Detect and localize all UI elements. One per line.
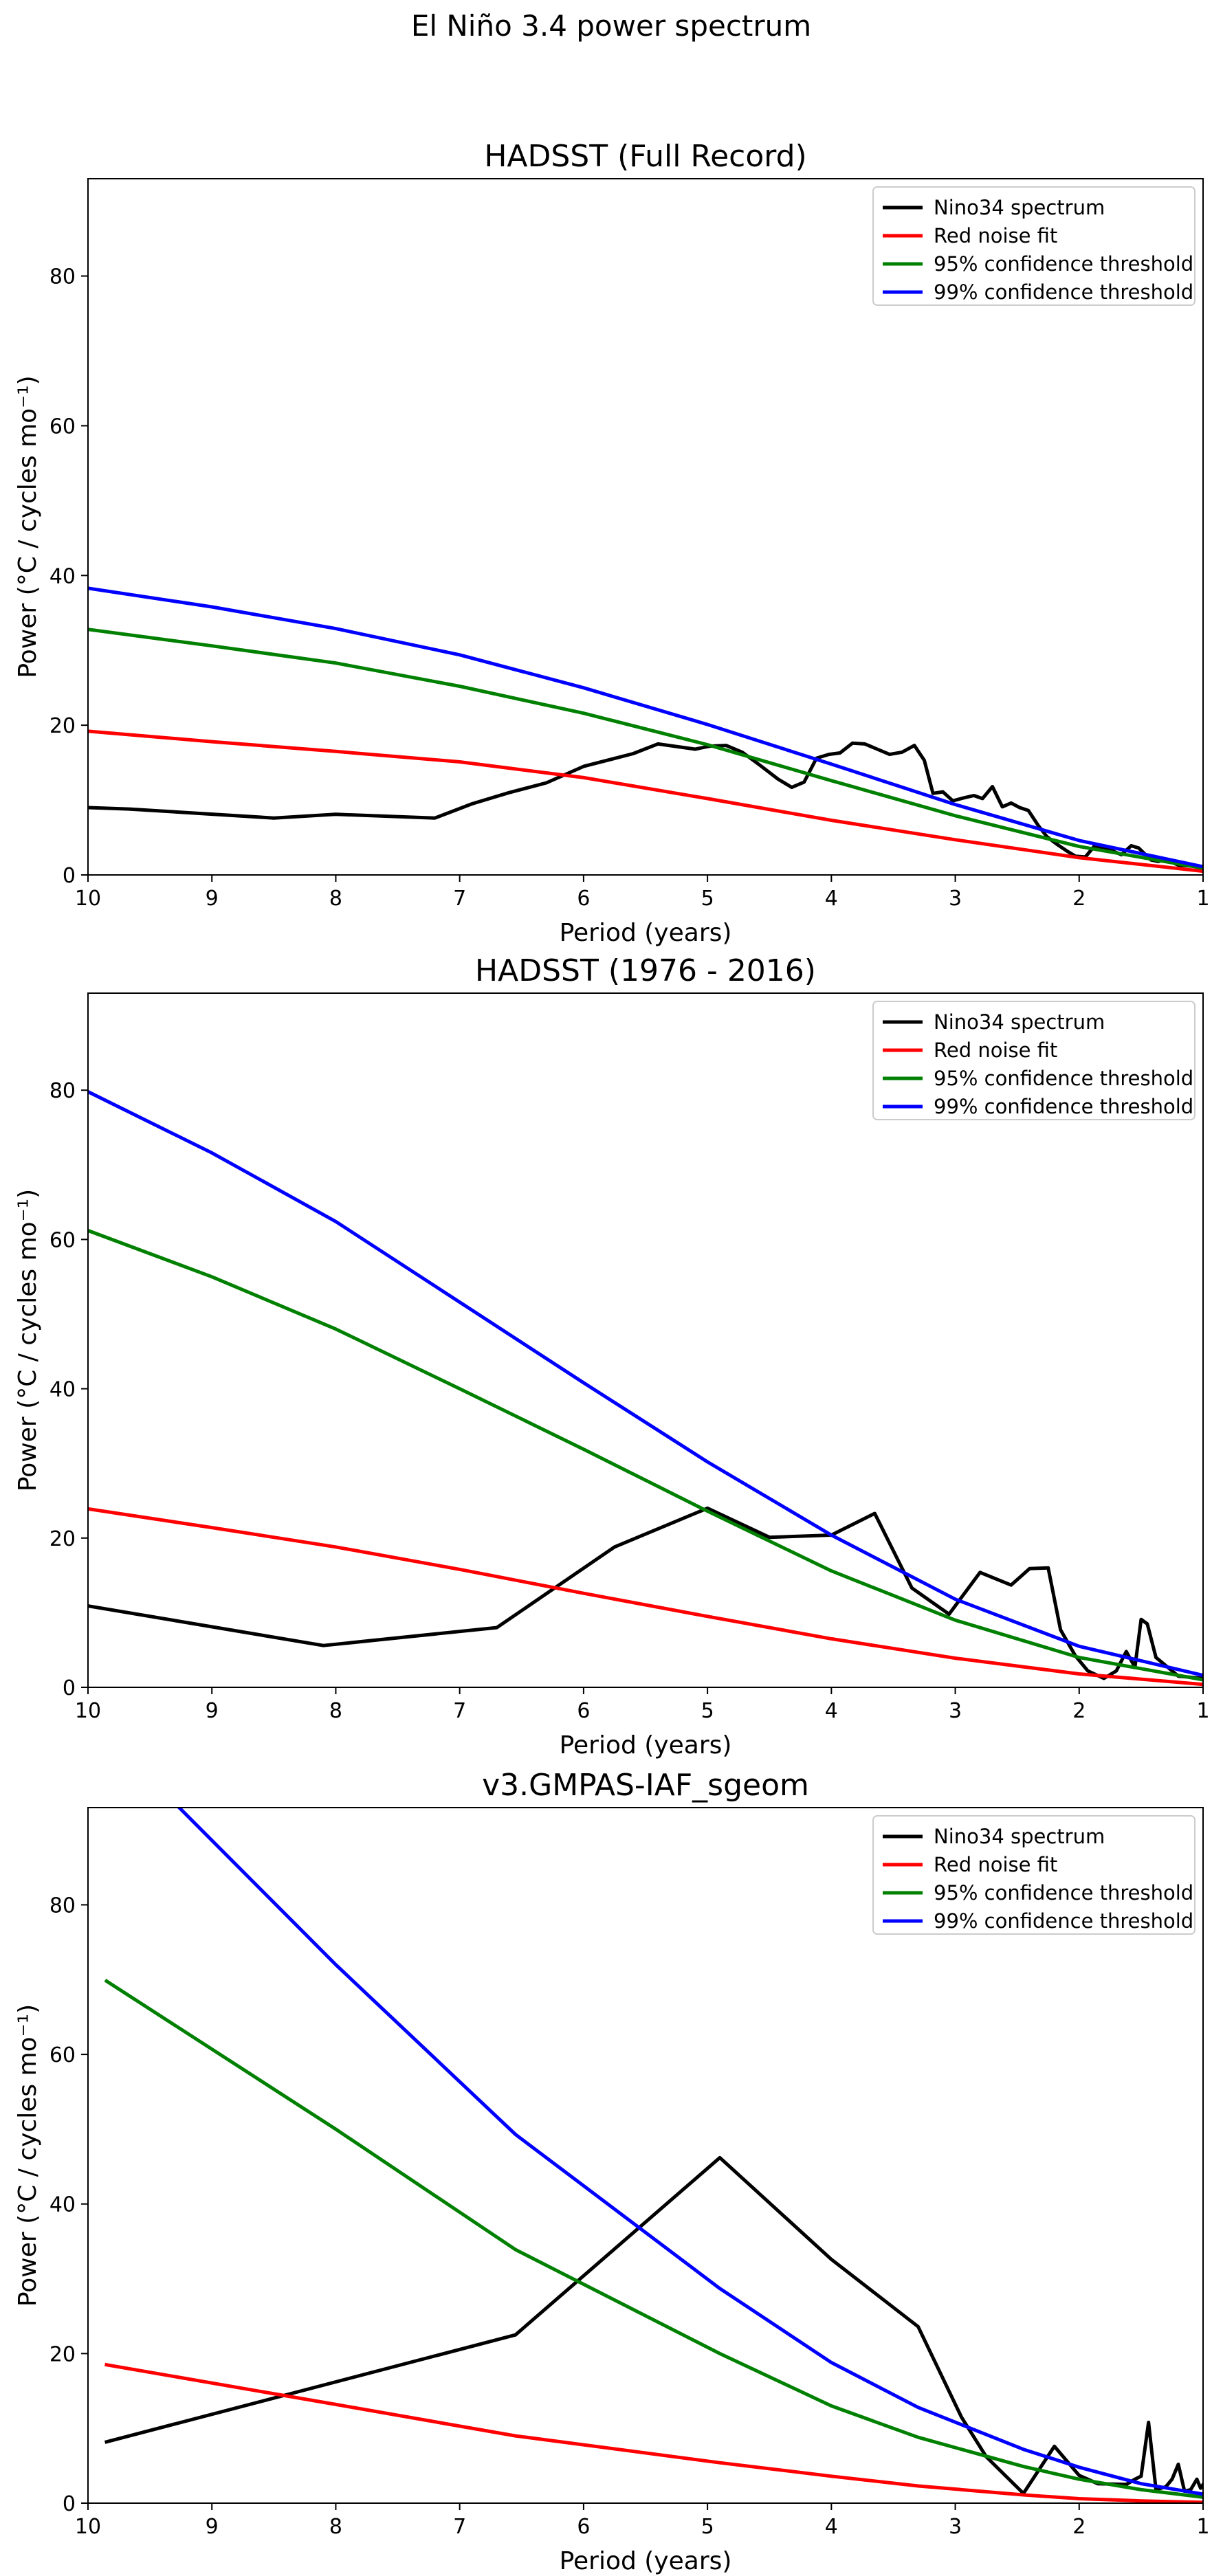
series-line-95-confidence-threshold xyxy=(88,1228,1203,1682)
x-tick-label: 4 xyxy=(825,2515,838,2539)
x-tick-label: 4 xyxy=(825,1699,838,1723)
legend-label: 95% confidence threshold xyxy=(934,1067,1193,1090)
x-tick-label: 6 xyxy=(577,1699,590,1723)
legend: Nino34 spectrum Red noise fit 95% confiden… xyxy=(872,1001,1196,1120)
series-line-nino34-spectrum xyxy=(88,741,1203,869)
y-tick-label: 0 xyxy=(63,864,76,888)
y-tick-label: 80 xyxy=(49,1079,76,1103)
x-tick-label: 8 xyxy=(329,1699,342,1723)
y-tick-label: 40 xyxy=(49,1378,76,1402)
x-axis-label: Period (years) xyxy=(560,919,732,947)
series-line-nino34-spectrum xyxy=(88,1506,1203,1680)
series-line-red-noise-fit xyxy=(88,1507,1203,1687)
legend-box xyxy=(872,186,1196,306)
x-tick-label: 3 xyxy=(949,887,962,911)
x-tick-label: 6 xyxy=(577,2515,590,2539)
x-tick-label: 5 xyxy=(701,887,714,911)
y-tick-label: 60 xyxy=(49,1228,76,1252)
series-line-nino34-spectrum xyxy=(104,2155,1203,2496)
x-tick-label: 2 xyxy=(1072,1699,1086,1723)
x-tick-label: 5 xyxy=(701,1699,714,1723)
panel-title: HADSST (1976 - 2016) xyxy=(475,953,816,988)
x-tick-label: 9 xyxy=(206,1699,219,1723)
x-tick-label: 5 xyxy=(701,2515,714,2539)
y-tick-label: 20 xyxy=(49,1527,76,1551)
legend-label: 99% confidence threshold xyxy=(934,1909,1193,1933)
legend-label: 99% confidence threshold xyxy=(934,1095,1193,1118)
x-tick-label: 1 xyxy=(1196,1699,1209,1723)
legend-box xyxy=(872,1815,1196,1935)
legend: Nino34 spectrum Red noise fit 95% confiden… xyxy=(872,1815,1196,1935)
x-tick-label: 2 xyxy=(1072,887,1086,911)
x-tick-label: 2 xyxy=(1072,2515,1086,2539)
y-tick-label: 20 xyxy=(49,714,76,738)
panel-1: HADSST (Full Record)10 9 8 7 6 5 4 3 2 1020406080… xyxy=(14,139,1210,947)
plot-frame xyxy=(87,992,1204,1688)
x-tick-label: 9 xyxy=(206,2515,219,2539)
legend-label: Red noise fit xyxy=(934,1853,1057,1876)
legend-label: Nino34 spectrum xyxy=(934,196,1105,219)
x-tick-label: 1 xyxy=(1196,2515,1209,2539)
x-tick-label: 3 xyxy=(949,2515,962,2539)
x-tick-label: 7 xyxy=(453,887,466,911)
y-tick-label: 60 xyxy=(49,414,76,438)
series-line-99-confidence-threshold xyxy=(88,1089,1203,1678)
figure-suptitle: El Niño 3.4 power spectrum xyxy=(411,9,811,43)
legend-label: 95% confidence threshold xyxy=(934,1881,1193,1905)
x-tick-label: 7 xyxy=(453,1699,466,1723)
legend-label: 95% confidence threshold xyxy=(934,252,1193,276)
series-line-red-noise-fit xyxy=(104,2362,1203,2503)
panel-title: v3.GMPAS-IAF_sgeom xyxy=(482,1768,809,1803)
legend-label: Red noise fit xyxy=(934,224,1057,247)
series-line-99-confidence-threshold xyxy=(177,1808,1203,2496)
y-tick-label: 20 xyxy=(49,2342,76,2366)
x-tick-label: 8 xyxy=(329,887,342,911)
x-tick-label: 8 xyxy=(329,2515,342,2539)
series-line-95-confidence-threshold xyxy=(104,1979,1203,2499)
y-tick-label: 40 xyxy=(49,564,76,588)
x-tick-label: 3 xyxy=(949,1699,962,1723)
x-tick-label: 7 xyxy=(453,2515,466,2539)
y-axis-label: Power (°C / cycles mo⁻¹) xyxy=(14,2004,42,2307)
legend-label: Nino34 spectrum xyxy=(934,1010,1105,1034)
x-tick-label: 10 xyxy=(75,2515,101,2539)
y-axis-label: Power (°C / cycles mo⁻¹) xyxy=(14,375,42,678)
x-tick-label: 10 xyxy=(75,1699,101,1723)
y-tick-label: 60 xyxy=(49,2043,76,2067)
y-tick-label: 0 xyxy=(63,1676,76,1700)
legend-box xyxy=(872,1001,1196,1120)
series-line-red-noise-fit xyxy=(88,729,1203,874)
x-tick-label: 1 xyxy=(1196,887,1209,911)
y-axis-label: Power (°C / cycles mo⁻¹) xyxy=(14,1189,42,1491)
panel-2: HADSST (1976 - 2016)10 9 8 7 6 5 4 3 2 1020406080… xyxy=(14,953,1210,1759)
y-tick-label: 0 xyxy=(63,2492,76,2516)
x-tick-label: 6 xyxy=(577,887,590,911)
x-tick-label: 4 xyxy=(825,887,838,911)
x-tick-label: 10 xyxy=(75,887,101,911)
legend-label: 99% confidence threshold xyxy=(934,280,1193,304)
x-tick-label: 9 xyxy=(206,887,219,911)
x-axis-label: Period (years) xyxy=(560,1731,732,1759)
y-tick-label: 80 xyxy=(49,1894,76,1918)
legend-label: Red noise fit xyxy=(934,1039,1057,1062)
series-line-99-confidence-threshold xyxy=(88,586,1203,869)
legend-label: Nino34 spectrum xyxy=(934,1825,1105,1848)
panel-title: HADSST (Full Record) xyxy=(484,139,806,174)
plot-frame xyxy=(87,1807,1204,2504)
series-line-95-confidence-threshold xyxy=(88,628,1203,870)
y-tick-label: 40 xyxy=(49,2193,76,2217)
plot-frame xyxy=(87,178,1204,876)
x-axis-label: Period (years) xyxy=(560,2547,732,2575)
legend: Nino34 spectrum Red noise fit 95% confiden… xyxy=(872,186,1196,306)
y-tick-label: 80 xyxy=(49,265,76,289)
